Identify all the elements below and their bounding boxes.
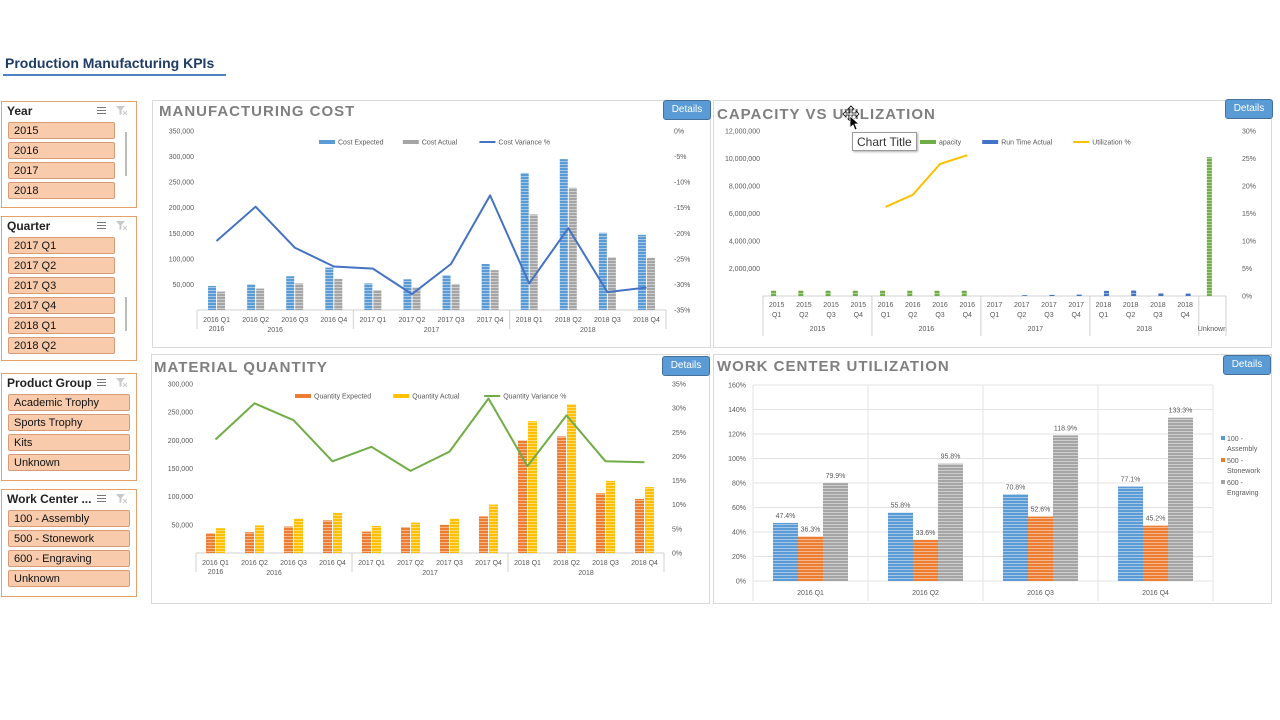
manufacturing-cost-details-button[interactable]: Details	[663, 100, 711, 120]
slicer-scrollbar[interactable]	[125, 297, 127, 331]
multi-select-icon[interactable]	[94, 493, 106, 504]
slicer-item-2017-q1[interactable]: 2017 Q1	[8, 237, 115, 254]
slicer-item-2017[interactable]: 2017	[8, 162, 115, 179]
slicer-item-2018-q1[interactable]: 2018 Q1	[8, 317, 115, 334]
slicer-product-group-title: Product Group	[7, 376, 92, 390]
material-quantity-title: MATERIAL QUANTITY	[154, 359, 328, 376]
clear-filter-icon[interactable]	[116, 493, 127, 504]
slicer-item-2018[interactable]: 2018	[8, 182, 115, 199]
slicer-item-2017-q4[interactable]: 2017 Q4	[8, 297, 115, 314]
work-center-details-button[interactable]: Details	[1223, 355, 1271, 375]
multi-select-icon[interactable]	[94, 377, 106, 388]
slicer-scrollbar[interactable]	[125, 132, 127, 176]
slicer-work-center[interactable]: Work Center ... 100 - Assembly 500 - Sto…	[1, 489, 137, 597]
slicer-item-academic-trophy[interactable]: Academic Trophy	[8, 394, 130, 411]
work-center-panel	[713, 354, 1272, 604]
chart-title-tooltip: Chart Title	[852, 132, 917, 151]
slicer-item-2015[interactable]: 2015	[8, 122, 115, 139]
manufacturing-cost-panel	[152, 100, 711, 348]
manufacturing-cost-title: MANUFACTURING COST	[159, 103, 356, 120]
title-underline	[3, 74, 226, 76]
slicer-item-stonework[interactable]: 500 - Stonework	[8, 530, 130, 547]
multi-select-icon[interactable]	[94, 105, 106, 116]
slicer-product-group[interactable]: Product Group Academic Trophy Sports Tro…	[1, 373, 137, 481]
clear-filter-icon[interactable]	[116, 105, 127, 116]
material-quantity-details-button[interactable]: Details	[662, 356, 710, 376]
slicer-item-kits[interactable]: Kits	[8, 434, 130, 451]
slicer-item-2017-q2[interactable]: 2017 Q2	[8, 257, 115, 274]
slicer-item-wc-unknown[interactable]: Unknown	[8, 570, 130, 587]
clear-filter-icon[interactable]	[116, 377, 127, 388]
slicer-work-center-title: Work Center ...	[7, 492, 92, 506]
capacity-utilization-details-button[interactable]: Details	[1225, 99, 1273, 119]
move-cursor-icon	[842, 105, 860, 131]
slicer-item-engraving[interactable]: 600 - Engraving	[8, 550, 130, 567]
slicer-item-unknown[interactable]: Unknown	[8, 454, 130, 471]
clear-filter-icon[interactable]	[116, 220, 127, 231]
slicer-quarter[interactable]: Quarter 2017 Q1 2017 Q2 2017 Q3 2017 Q4 …	[1, 216, 137, 361]
work-center-title: WORK CENTER UTILIZATION	[717, 358, 950, 375]
slicer-item-2017-q3[interactable]: 2017 Q3	[8, 277, 115, 294]
material-quantity-panel	[151, 354, 710, 604]
multi-select-icon[interactable]	[94, 220, 106, 231]
slicer-item-sports-trophy[interactable]: Sports Trophy	[8, 414, 130, 431]
capacity-utilization-title: CAPACITY VS UTILIZATION	[717, 106, 936, 123]
slicer-year[interactable]: Year 2015 2016 2017 2018	[1, 101, 137, 208]
slicer-quarter-title: Quarter	[7, 219, 51, 233]
slicer-item-2018-q2[interactable]: 2018 Q2	[8, 337, 115, 354]
page-title: Production Manufacturing KPIs	[5, 55, 215, 71]
slicer-year-title: Year	[7, 104, 33, 118]
capacity-utilization-panel	[713, 100, 1272, 348]
slicer-item-assembly[interactable]: 100 - Assembly	[8, 510, 130, 527]
slicer-item-2016[interactable]: 2016	[8, 142, 115, 159]
